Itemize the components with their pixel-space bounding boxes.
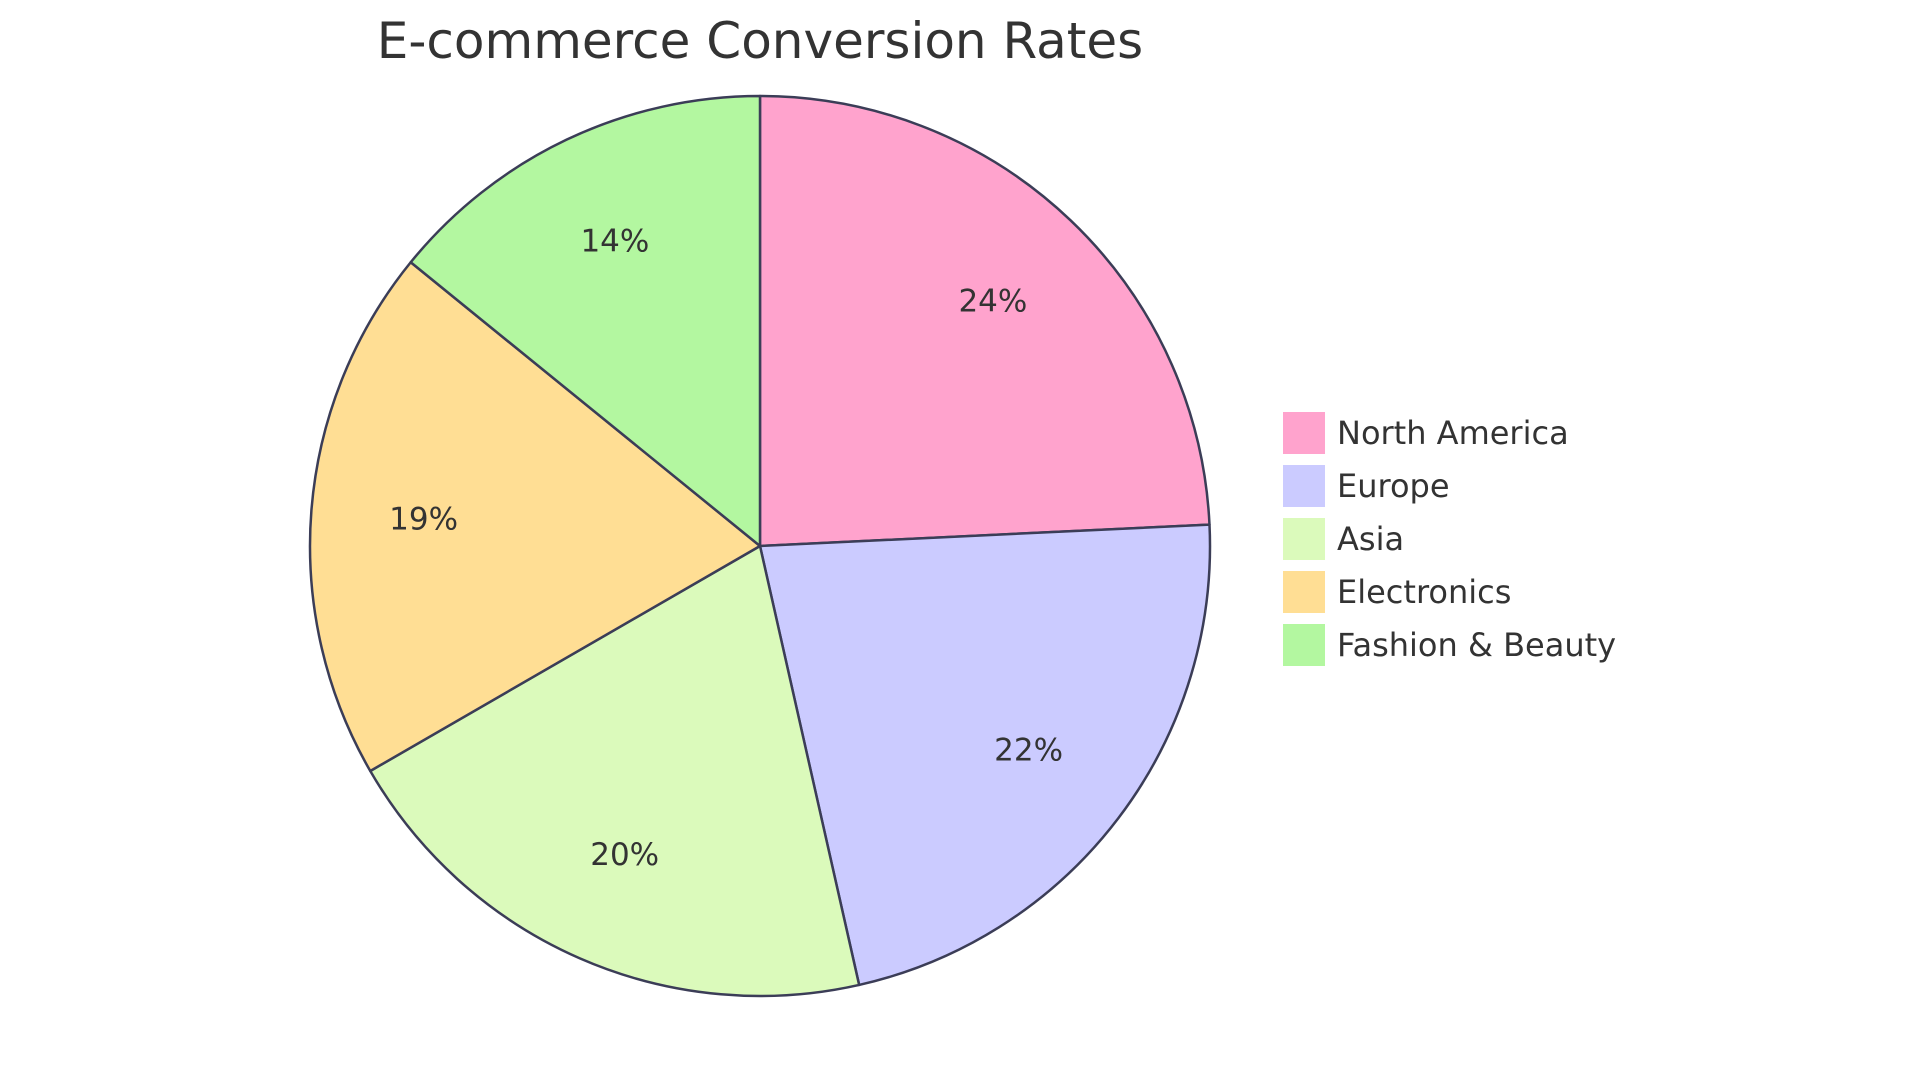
- legend-label-north-america: North America: [1337, 414, 1569, 452]
- legend-label-fashion-and-beauty: Fashion & Beauty: [1337, 626, 1616, 664]
- chart-title: E-commerce Conversion Rates: [377, 12, 1143, 70]
- legend-swatch-north-america: [1281, 410, 1327, 456]
- slice-label-asia: 20%: [590, 837, 659, 873]
- legend-label-electronics: Electronics: [1337, 573, 1511, 611]
- slice-label-fashion-and-beauty: 14%: [580, 223, 649, 259]
- slice-label-north-america: 24%: [958, 284, 1027, 320]
- pie-slices: [308, 94, 1212, 998]
- chart-legend: North America Europe Asia Electronics Fashio…: [1281, 410, 1616, 668]
- legend-swatch-electronics: [1281, 569, 1327, 615]
- legend-swatch-europe: [1281, 463, 1327, 509]
- legend-swatch-fashion-and-beauty: [1281, 622, 1327, 668]
- pie-slice-labels: 24% 22% 20% 19% 14%: [389, 223, 1063, 873]
- legend-swatch-asia: [1281, 516, 1327, 562]
- pie-slice-electronics: [308, 261, 762, 773]
- legend-label-asia: Asia: [1337, 520, 1404, 558]
- pie-slice-europe: [758, 523, 1212, 987]
- pie-slice-fashion-and-beauty: [409, 94, 762, 548]
- slice-label-europe: 22%: [994, 732, 1063, 768]
- pie-slice-north-america: [758, 94, 1211, 548]
- slice-label-electronics: 19%: [389, 501, 458, 537]
- pie-slice-asia: [369, 544, 861, 998]
- legend-label-europe: Europe: [1337, 467, 1450, 505]
